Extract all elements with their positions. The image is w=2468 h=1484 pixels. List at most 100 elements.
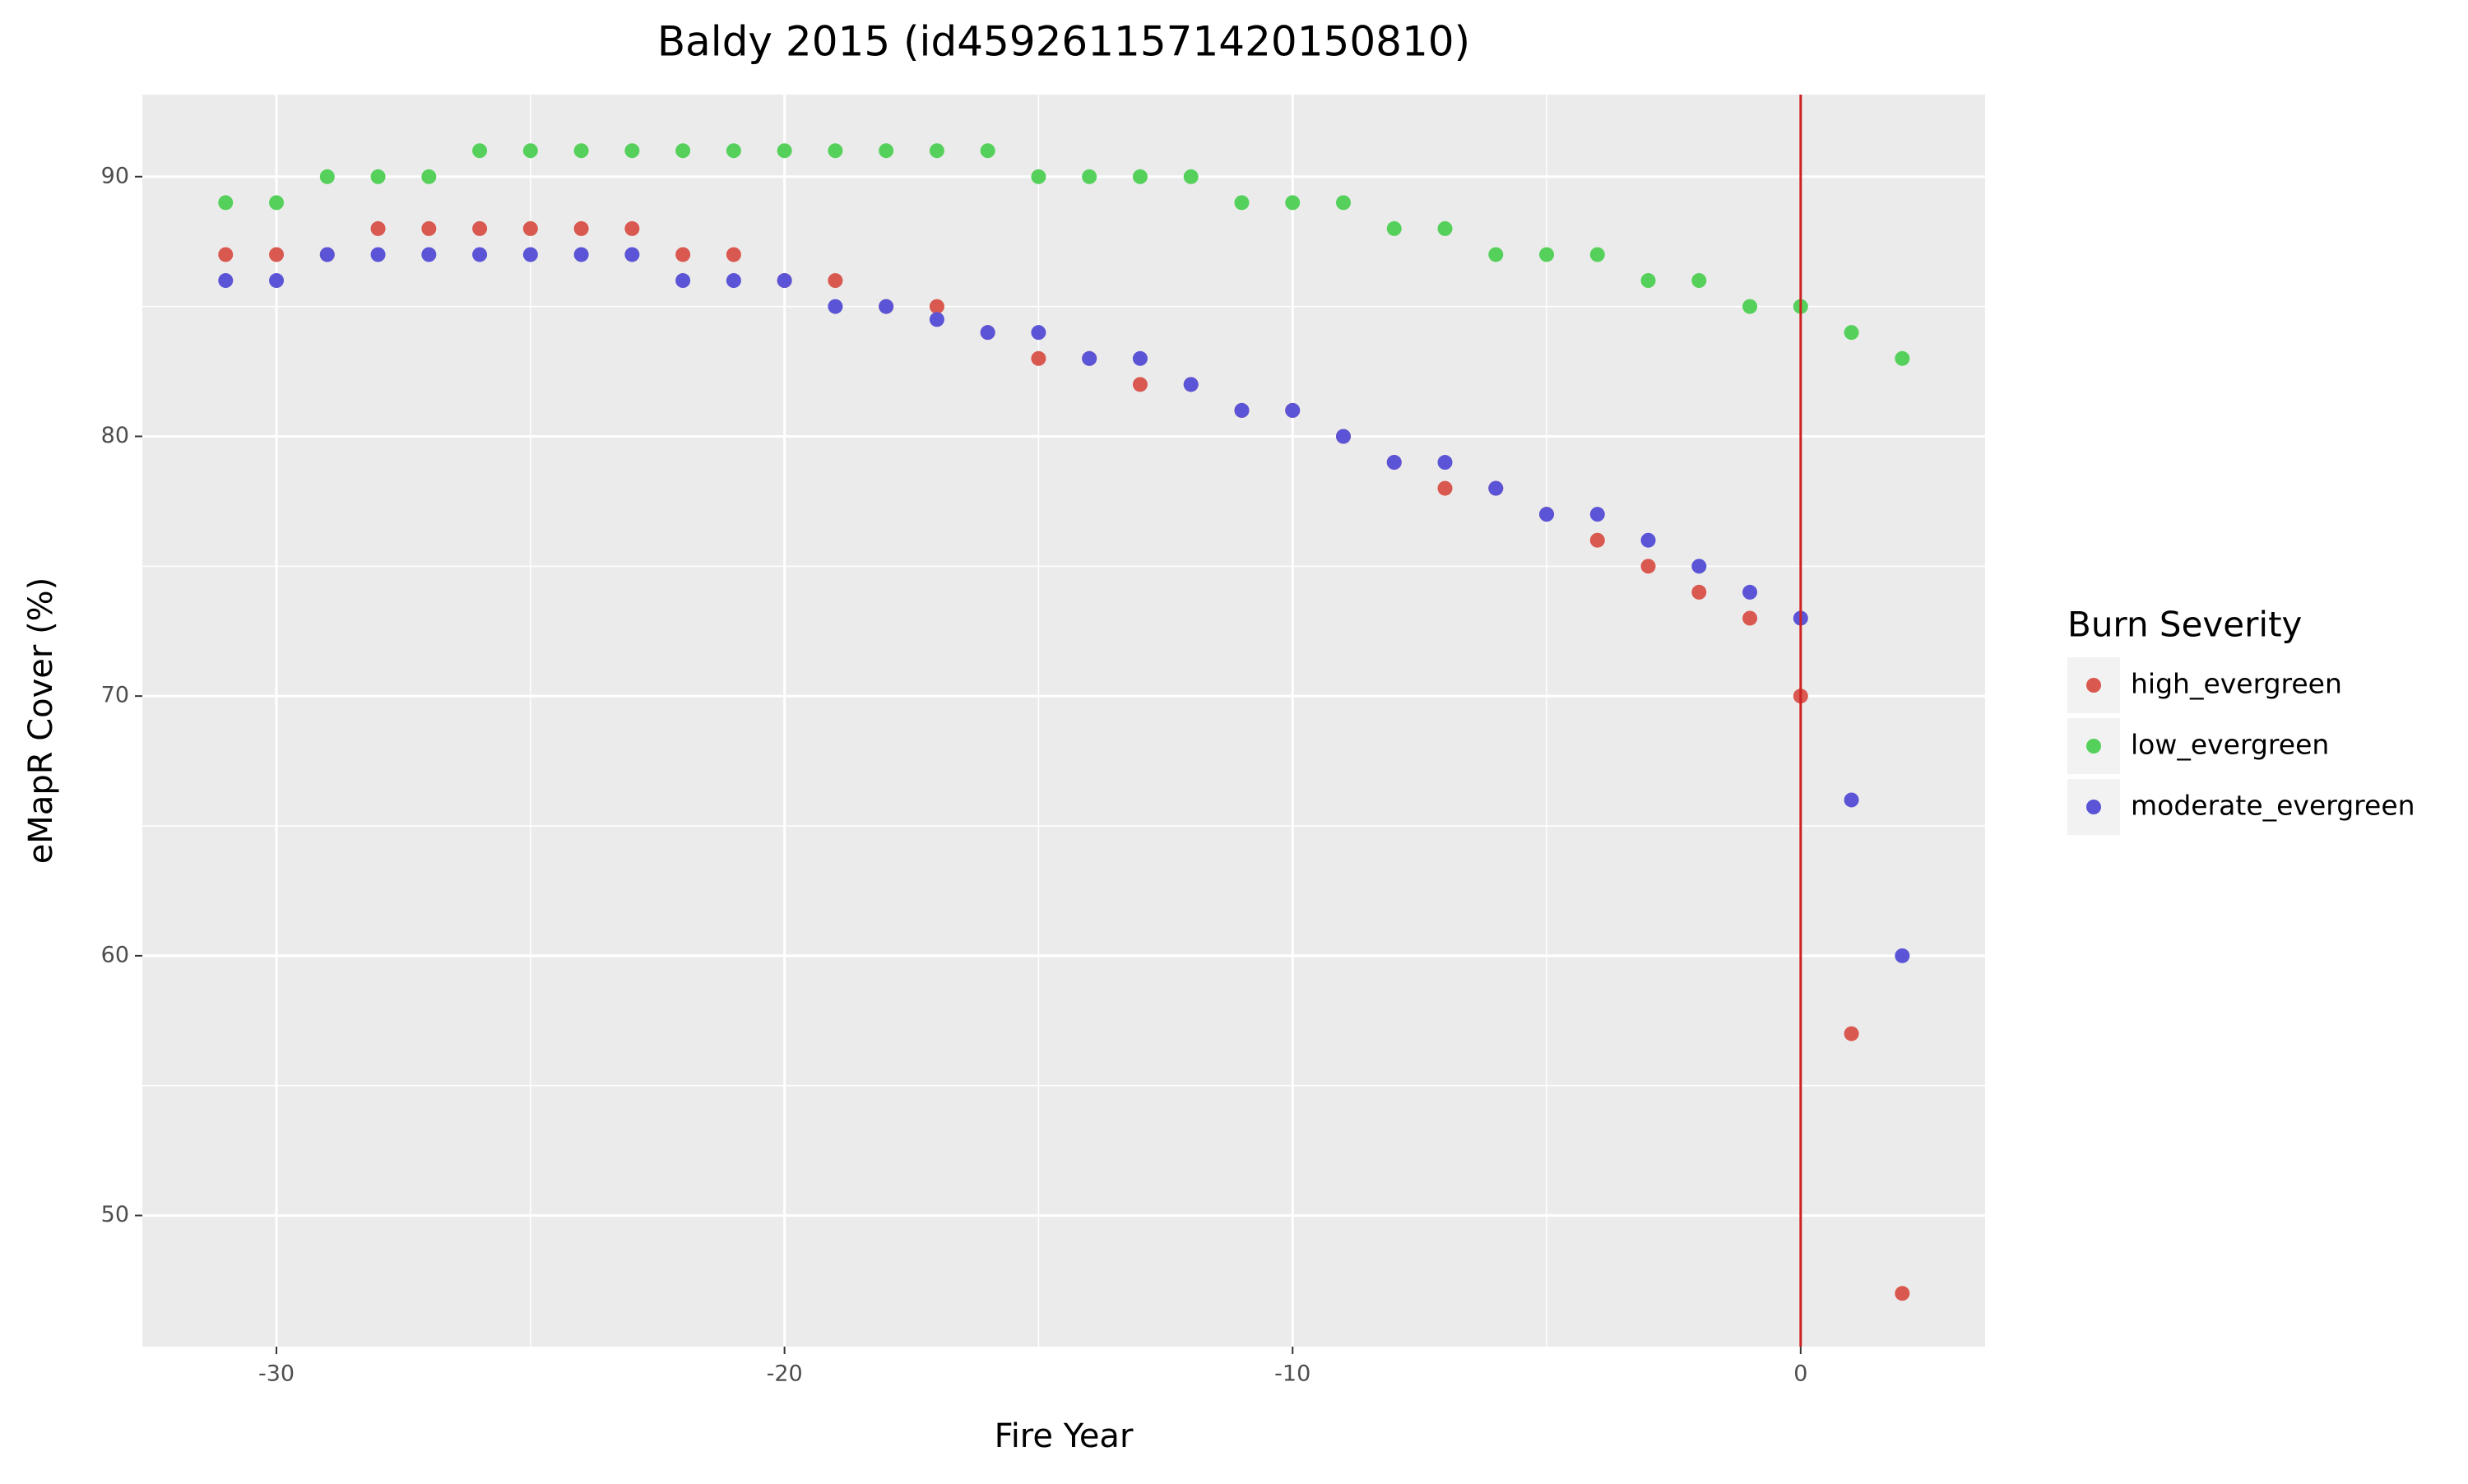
- point: [573, 247, 589, 262]
- point: [1234, 402, 1250, 418]
- legend-marker: [2086, 678, 2101, 693]
- point: [1539, 507, 1555, 522]
- point: [1539, 247, 1555, 262]
- point: [929, 299, 944, 314]
- point: [1183, 377, 1199, 392]
- point: [1285, 402, 1301, 418]
- point: [370, 247, 386, 262]
- point: [1132, 377, 1148, 392]
- point: [1335, 429, 1351, 444]
- point: [1691, 273, 1707, 289]
- point: [1437, 455, 1453, 471]
- point: [1082, 350, 1097, 366]
- point: [879, 299, 894, 314]
- chart-title: Baldy 2015 (id45926115714201508​10): [657, 18, 1470, 66]
- point: [1742, 299, 1758, 314]
- point: [269, 195, 285, 211]
- point: [1691, 584, 1707, 600]
- point: [218, 273, 234, 289]
- point: [929, 312, 944, 327]
- point: [319, 247, 335, 262]
- point: [1895, 350, 1910, 366]
- x-axis-label: Fire Year: [995, 1417, 1134, 1455]
- point: [370, 220, 386, 236]
- point: [1031, 325, 1046, 341]
- point: [472, 220, 488, 236]
- point: [777, 143, 792, 159]
- point: [1082, 169, 1097, 184]
- point: [421, 169, 437, 184]
- y-tick-label: 50: [101, 1202, 129, 1227]
- point: [1437, 220, 1453, 236]
- point: [421, 220, 437, 236]
- point: [828, 273, 843, 289]
- point: [1640, 559, 1656, 574]
- point: [1640, 273, 1656, 289]
- point: [1691, 559, 1707, 574]
- point: [777, 273, 792, 289]
- legend-title: Burn Severity: [2067, 605, 2302, 645]
- point: [1844, 325, 1859, 341]
- point: [522, 143, 538, 159]
- point: [675, 273, 691, 289]
- point: [1386, 220, 1402, 236]
- plot-background: [142, 95, 1985, 1347]
- point: [1895, 1286, 1910, 1301]
- y-tick-label: 60: [101, 942, 129, 967]
- point: [726, 247, 741, 262]
- point: [980, 143, 995, 159]
- point: [1844, 792, 1859, 808]
- point: [1589, 247, 1605, 262]
- point: [1031, 350, 1046, 366]
- point: [1844, 1026, 1859, 1041]
- point: [879, 143, 894, 159]
- point: [1742, 584, 1758, 600]
- legend-label: moderate_evergreen: [2131, 790, 2415, 822]
- point: [675, 247, 691, 262]
- x-tick-label: -10: [1274, 1361, 1311, 1387]
- x-tick-label: -30: [258, 1361, 295, 1387]
- legend-label: high_evergreen: [2131, 668, 2342, 700]
- x-tick-label: 0: [1793, 1361, 1807, 1387]
- point: [319, 169, 335, 184]
- point: [370, 169, 386, 184]
- point: [1335, 195, 1351, 211]
- point: [269, 247, 285, 262]
- point: [1234, 195, 1250, 211]
- point: [522, 220, 538, 236]
- point: [1285, 195, 1301, 211]
- point: [828, 143, 843, 159]
- point: [1183, 169, 1199, 184]
- point: [522, 247, 538, 262]
- y-axis-label: eMapR Cover (%): [22, 577, 60, 865]
- point: [1488, 247, 1504, 262]
- point: [1640, 532, 1656, 548]
- y-tick-label: 90: [101, 163, 129, 188]
- point: [269, 273, 285, 289]
- point: [472, 247, 488, 262]
- point: [1031, 169, 1046, 184]
- point: [624, 247, 640, 262]
- point: [828, 299, 843, 314]
- point: [218, 247, 234, 262]
- point: [624, 143, 640, 159]
- legend-marker: [2086, 739, 2101, 754]
- point: [1488, 480, 1504, 496]
- point: [624, 220, 640, 236]
- legend-marker: [2086, 800, 2101, 814]
- point: [1589, 507, 1605, 522]
- point: [980, 325, 995, 341]
- point: [573, 143, 589, 159]
- point: [929, 143, 944, 159]
- point: [218, 195, 234, 211]
- legend-label: low_evergreen: [2131, 729, 2329, 761]
- point: [726, 273, 741, 289]
- point: [1742, 610, 1758, 626]
- point: [1386, 455, 1402, 471]
- point: [472, 143, 488, 159]
- x-tick-label: -20: [767, 1361, 803, 1387]
- y-tick-label: 80: [101, 423, 129, 448]
- point: [1437, 480, 1453, 496]
- point: [573, 220, 589, 236]
